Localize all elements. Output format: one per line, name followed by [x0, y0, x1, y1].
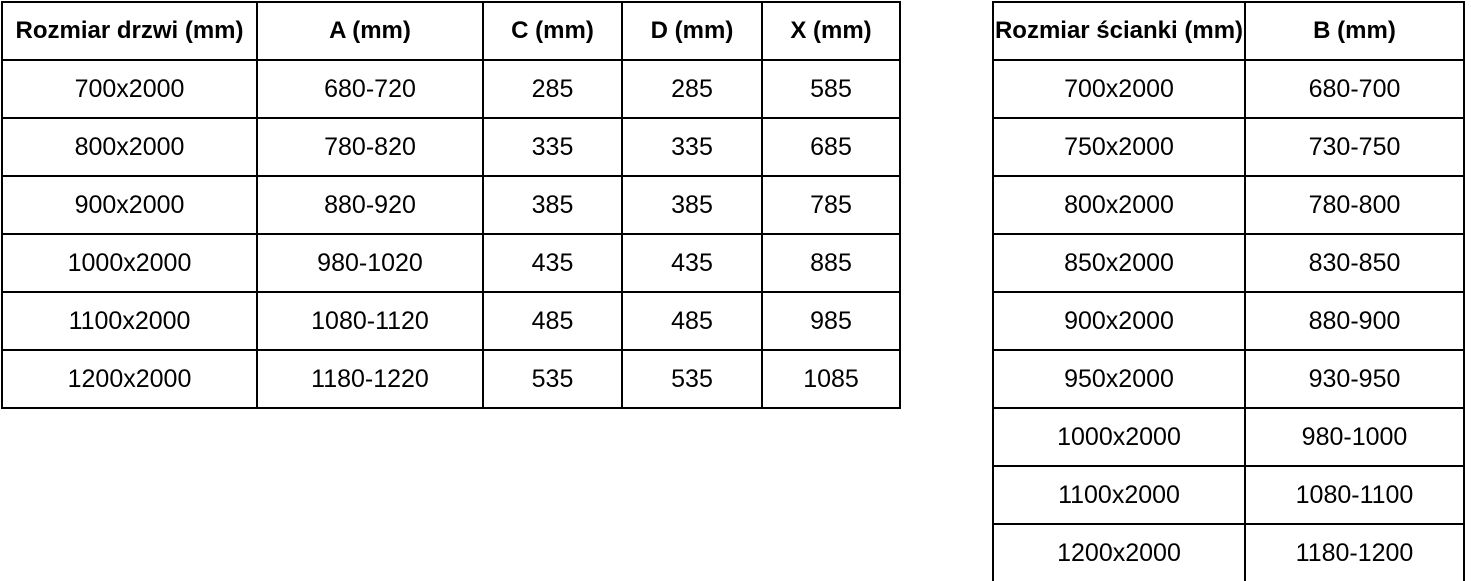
table-cell: 285 [621, 59, 763, 119]
wall-sizes-table: Rozmiar ścianki (mm) B (mm) 700x2000 680-7… [992, 1, 1465, 581]
column-header: B (mm) [1244, 1, 1465, 61]
table-cell: 880-900 [1244, 291, 1465, 351]
table-row: 900x2000 880-920 385 385 785 [1, 175, 901, 235]
table-row: 800x2000 780-820 335 335 685 [1, 117, 901, 177]
table-row: 700x2000 680-720 285 285 585 [1, 59, 901, 119]
table-cell: 1200x2000 [992, 523, 1246, 581]
table-row: 1000x2000 980-1000 [992, 407, 1465, 467]
table-cell: 1000x2000 [1, 233, 258, 293]
table-cell: 780-800 [1244, 175, 1465, 235]
table-cell: 385 [621, 175, 763, 235]
table-cell: 285 [482, 59, 623, 119]
table-row: 1000x2000 980-1020 435 435 885 [1, 233, 901, 293]
table-cell: 850x2000 [992, 233, 1246, 293]
table-cell: 485 [482, 291, 623, 351]
wall-sizes-table-header: Rozmiar ścianki (mm) B (mm) [992, 1, 1465, 61]
column-header: Rozmiar ścianki (mm) [992, 1, 1246, 61]
table-cell: 385 [482, 175, 623, 235]
table-cell: 980-1020 [256, 233, 484, 293]
table-row: 1200x2000 1180-1220 535 535 1085 [1, 349, 901, 409]
table-row: 1100x2000 1080-1120 485 485 985 [1, 291, 901, 351]
table-cell: 435 [482, 233, 623, 293]
table-cell: 685 [761, 117, 901, 177]
table-cell: 880-920 [256, 175, 484, 235]
table-cell: 700x2000 [992, 59, 1246, 119]
table-row: 950x2000 930-950 [992, 349, 1465, 409]
table-cell: 780-820 [256, 117, 484, 177]
table-row: 700x2000 680-700 [992, 59, 1465, 119]
table-cell: 750x2000 [992, 117, 1246, 177]
table-cell: 800x2000 [992, 175, 1246, 235]
table-cell: 435 [621, 233, 763, 293]
table-row: 900x2000 880-900 [992, 291, 1465, 351]
table-row: 750x2000 730-750 [992, 117, 1465, 177]
table-cell: 1080-1100 [1244, 465, 1465, 525]
table-row: 850x2000 830-850 [992, 233, 1465, 293]
table-cell: 830-850 [1244, 233, 1465, 293]
table-cell: 1100x2000 [1, 291, 258, 351]
table-cell: 785 [761, 175, 901, 235]
header-row: Rozmiar drzwi (mm) A (mm) C (mm) D (mm) X (m… [1, 1, 901, 61]
door-sizes-table-body: 700x2000 680-720 285 285 585 800x2000 780-820 3… [1, 59, 901, 409]
table-cell: 680-700 [1244, 59, 1465, 119]
table-cell: 680-720 [256, 59, 484, 119]
column-header: Rozmiar drzwi (mm) [1, 1, 258, 61]
table-cell: 1000x2000 [992, 407, 1246, 467]
table-cell: 885 [761, 233, 901, 293]
table-cell: 730-750 [1244, 117, 1465, 177]
table-cell: 1200x2000 [1, 349, 258, 409]
table-cell: 900x2000 [992, 291, 1246, 351]
table-cell: 535 [621, 349, 763, 409]
wall-sizes-table-body: 700x2000 680-700 750x2000 730-750 800x2000 78… [992, 59, 1465, 581]
table-cell: 930-950 [1244, 349, 1465, 409]
column-header: D (mm) [621, 1, 763, 61]
table-row: 1100x2000 1080-1100 [992, 465, 1465, 525]
table-cell: 985 [761, 291, 901, 351]
table-cell: 1085 [761, 349, 901, 409]
table-cell: 800x2000 [1, 117, 258, 177]
column-header: X (mm) [761, 1, 901, 61]
column-header: A (mm) [256, 1, 484, 61]
table-cell: 535 [482, 349, 623, 409]
table-cell: 950x2000 [992, 349, 1246, 409]
header-row: Rozmiar ścianki (mm) B (mm) [992, 1, 1465, 61]
table-cell: 980-1000 [1244, 407, 1465, 467]
table-cell: 335 [621, 117, 763, 177]
door-sizes-table: Rozmiar drzwi (mm) A (mm) C (mm) D (mm) X (m… [1, 1, 901, 409]
column-header: C (mm) [482, 1, 623, 61]
table-cell: 1100x2000 [992, 465, 1246, 525]
table-cell: 335 [482, 117, 623, 177]
table-cell: 900x2000 [1, 175, 258, 235]
table-cell: 485 [621, 291, 763, 351]
table-row: 1200x2000 1180-1200 [992, 523, 1465, 581]
table-cell: 1180-1200 [1244, 523, 1465, 581]
table-row: 800x2000 780-800 [992, 175, 1465, 235]
table-cell: 585 [761, 59, 901, 119]
table-cell: 700x2000 [1, 59, 258, 119]
table-cell: 1080-1120 [256, 291, 484, 351]
table-cell: 1180-1220 [256, 349, 484, 409]
door-sizes-table-header: Rozmiar drzwi (mm) A (mm) C (mm) D (mm) X (m… [1, 1, 901, 61]
